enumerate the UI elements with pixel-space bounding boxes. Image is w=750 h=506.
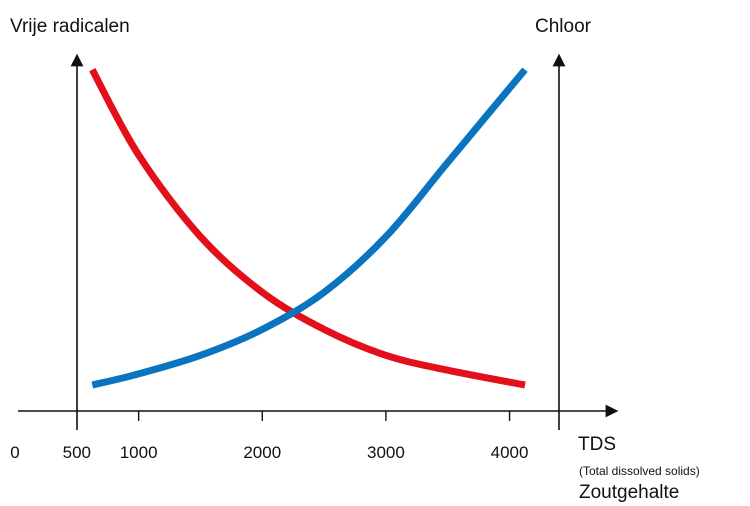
series-group	[89, 67, 528, 389]
series-line-red	[89, 68, 526, 389]
x-tick-label: 3000	[367, 443, 405, 462]
x-axis-label: TDS	[578, 434, 616, 455]
right-axis-label: Chloor	[535, 16, 592, 37]
x-ticks: 0 500 1000 2000 3000 4000	[10, 411, 528, 462]
x-axis-sublabel: (Total dissolved solids)	[579, 464, 700, 478]
left-axis-label: Vrije radicalen	[10, 16, 130, 37]
x-axis-label-2: Zoutgehalte	[579, 482, 679, 503]
series-line-blue	[91, 67, 528, 389]
x-tick-label: 4000	[491, 443, 529, 462]
x-tick-label: 2000	[243, 443, 281, 462]
x-tick-label: 500	[63, 443, 91, 462]
x-tick-label: 1000	[120, 443, 158, 462]
x-tick-label: 0	[10, 443, 19, 462]
